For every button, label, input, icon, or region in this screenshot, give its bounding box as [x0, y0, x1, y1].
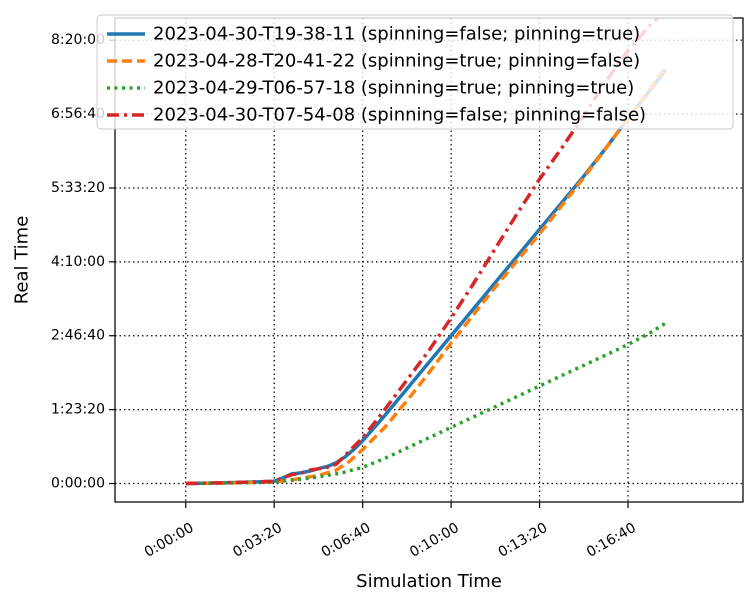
x-tick-label: 0:10:00 — [407, 520, 462, 561]
x-tick-label: 0:16:40 — [584, 520, 639, 561]
y-tick-label: 0:00:00 — [51, 476, 105, 492]
x-tick-label: 0:13:20 — [496, 520, 551, 561]
y-tick-label: 5:33:20 — [51, 180, 105, 196]
series-line-1 — [185, 68, 668, 486]
y-tick-label: 1:23:20 — [51, 402, 105, 418]
legend-box — [96, 14, 734, 130]
y-tick-label: 8:20:00 — [51, 32, 105, 48]
x-axis-label: Simulation Time — [356, 571, 502, 592]
series-line-3 — [185, 321, 667, 486]
series-lines — [185, 18, 668, 486]
y-tick-label: 6:56:40 — [51, 106, 105, 122]
x-tick-label: 0:03:20 — [230, 520, 285, 561]
y-axis-label: Real Time — [12, 216, 33, 305]
x-tick-label: 0:00:00 — [142, 520, 197, 561]
y-tick-label: 4:10:00 — [51, 254, 105, 270]
y-tick-label: 2:46:40 — [51, 328, 105, 344]
legend-label-4: 2023-04-30-T07-54-08 (spinning=false; pi… — [153, 105, 646, 126]
series-line-4 — [185, 18, 661, 486]
legend-label-1: 2023-04-30-T19-38-11 (spinning=false; pi… — [153, 24, 640, 45]
legend: 2023-04-30-T19-38-11 (spinning=false; pi… — [96, 14, 734, 130]
legend-label-3: 2023-04-29-T06-57-18 (spinning=true; pin… — [153, 78, 634, 99]
x-tick-label: 0:06:40 — [319, 520, 374, 561]
legend-label-2: 2023-04-28-T20-41-22 (spinning=true; pin… — [153, 51, 640, 72]
